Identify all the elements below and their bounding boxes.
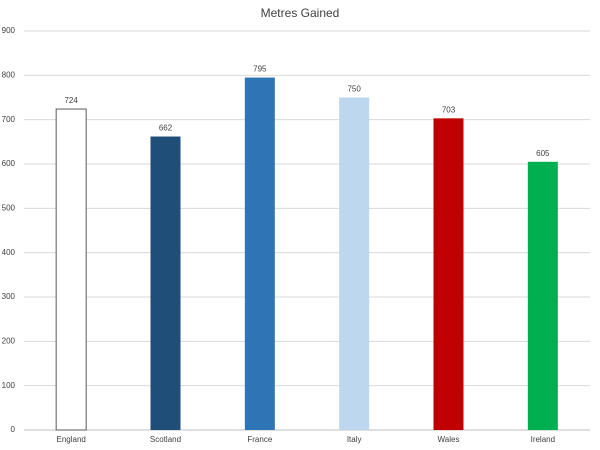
- y-tick-label: 600: [2, 159, 16, 168]
- x-tick-label: Italy: [347, 435, 362, 444]
- bar: [150, 136, 181, 430]
- x-tick-label: England: [56, 435, 85, 444]
- data-label: 795: [253, 65, 267, 74]
- bar: [433, 118, 464, 430]
- y-tick-label: 300: [2, 292, 16, 301]
- y-tick-label: 500: [2, 203, 16, 212]
- bar: [339, 97, 370, 430]
- y-tick-label: 900: [2, 26, 16, 35]
- y-tick-label: 400: [2, 248, 16, 257]
- bar: [55, 108, 87, 431]
- data-label: 724: [64, 96, 78, 105]
- y-tick-label: 800: [2, 70, 16, 79]
- x-tick-label: Ireland: [531, 435, 555, 444]
- x-tick-label: France: [247, 435, 272, 444]
- bar: [244, 77, 275, 431]
- y-tick-label: 200: [2, 336, 16, 345]
- data-label: 605: [536, 149, 550, 158]
- y-tick-label: 100: [2, 381, 16, 390]
- data-label: 662: [159, 124, 173, 133]
- x-tick-label: Scotland: [150, 435, 181, 444]
- y-tick-label: 0: [11, 425, 16, 434]
- x-tick-label: Wales: [438, 435, 460, 444]
- data-label: 750: [347, 85, 361, 94]
- bar: [527, 161, 558, 431]
- y-tick-label: 700: [2, 115, 16, 124]
- chart-title: Metres Gained: [261, 6, 340, 20]
- data-label: 703: [442, 105, 456, 114]
